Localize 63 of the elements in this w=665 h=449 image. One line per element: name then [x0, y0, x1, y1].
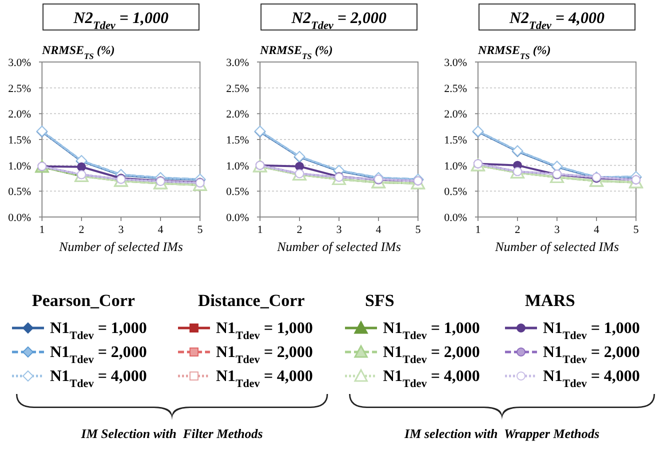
- y-tick-label: 2.0%: [226, 108, 249, 121]
- chart-title: N2$_{Tdev}$ = 4,000: [508, 10, 605, 32]
- y-tick-label: 0.0%: [8, 212, 31, 224]
- legend-label: N1$_{Tdev}$ = 4,000: [383, 368, 480, 390]
- y-tick-label: 3.0%: [226, 57, 249, 69]
- legend-label: N1$_{Tdev}$ = 2,000: [543, 344, 640, 366]
- legend-label: N1$_{Tdev}$ = 1,000: [216, 320, 313, 342]
- x-axis-title: Number of selected IMs: [58, 239, 183, 254]
- x-tick-label: 4: [594, 224, 600, 236]
- y-axis-title: NRMSE$_{TS}$ (%): [477, 43, 551, 60]
- y-tick-label: 3.0%: [8, 57, 31, 69]
- x-axis-title: Number of selected IMs: [494, 239, 619, 254]
- legend-label: N1$_{Tdev}$ = 4,000: [216, 368, 313, 390]
- y-tick-label: 1.0%: [8, 160, 31, 172]
- x-tick-label: 1: [475, 224, 481, 236]
- chart-title: N2$_{Tdev}$ = 2,000: [290, 10, 387, 32]
- x-axis-title: Number of selected IMs: [276, 239, 401, 254]
- text: Pearson_Corr: [32, 291, 136, 310]
- x-tick-label: 1: [257, 224, 263, 236]
- y-tick-label: 2.5%: [8, 82, 31, 95]
- y-tick-label: 0.5%: [8, 186, 31, 198]
- text: MARS: [525, 291, 576, 310]
- y-tick-label: 0.0%: [226, 212, 249, 224]
- legend-label: N1$_{Tdev}$ = 2,000: [50, 344, 147, 366]
- y-axis-title: NRMSE$_{TS}$ (%): [259, 43, 333, 60]
- y-tick-label: 1.0%: [444, 160, 467, 172]
- y-axis-title: NRMSE$_{TS}$ (%): [41, 43, 115, 60]
- legend-label: N1$_{Tdev}$ = 1,000: [543, 320, 640, 342]
- y-tick-label: 1.5%: [226, 134, 249, 146]
- y-tick-label: 1.5%: [8, 134, 31, 146]
- y-tick-label: 0.5%: [444, 186, 467, 198]
- y-tick-label: 2.0%: [8, 108, 31, 121]
- x-tick-label: 5: [197, 224, 204, 236]
- x-tick-label: 2: [514, 224, 520, 236]
- x-tick-label: 2: [78, 224, 84, 236]
- y-tick-label: 0.5%: [226, 186, 249, 198]
- chart-title: N2$_{Tdev}$ = 1,000: [72, 10, 169, 32]
- x-tick-label: 3: [336, 224, 342, 236]
- text: IM selection with Wrapper Methods: [404, 426, 600, 441]
- x-tick-label: 5: [415, 224, 422, 236]
- text: SFS: [365, 291, 394, 310]
- y-tick-label: 0.0%: [444, 212, 467, 224]
- legend-label: N1$_{Tdev}$ = 4,000: [543, 368, 640, 390]
- x-tick-label: 3: [118, 224, 124, 236]
- x-tick-label: 3: [554, 224, 560, 236]
- legend-label: N1$_{Tdev}$ = 2,000: [216, 344, 313, 366]
- y-tick-label: 2.5%: [226, 82, 249, 95]
- y-tick-label: 2.5%: [444, 82, 467, 95]
- y-tick-label: 3.0%: [444, 57, 467, 69]
- x-tick-label: 4: [158, 224, 164, 236]
- legend-label: N1$_{Tdev}$ = 2,000: [383, 344, 480, 366]
- text: Distance_Corr: [198, 291, 306, 310]
- x-tick-label: 5: [633, 224, 640, 236]
- y-tick-label: 1.5%: [444, 134, 467, 146]
- y-tick-label: 1.0%: [226, 160, 249, 172]
- y-tick-label: 2.0%: [444, 108, 467, 121]
- legend-label: N1$_{Tdev}$ = 1,000: [383, 320, 480, 342]
- x-tick-label: 4: [376, 224, 382, 236]
- x-tick-label: 2: [296, 224, 302, 236]
- x-tick-label: 1: [39, 224, 45, 236]
- legend-label: N1$_{Tdev}$ = 1,000: [50, 320, 147, 342]
- text: IM Selection with Filter Methods: [80, 426, 263, 441]
- legend-label: N1$_{Tdev}$ = 4,000: [50, 368, 147, 390]
